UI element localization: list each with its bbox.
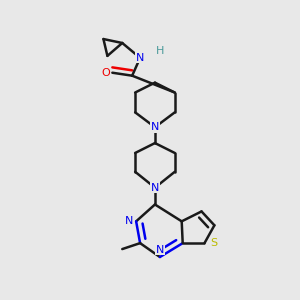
Text: N: N — [151, 122, 159, 132]
Text: N: N — [136, 53, 144, 63]
Text: S: S — [210, 238, 217, 248]
Text: N: N — [124, 216, 133, 226]
Text: O: O — [101, 68, 110, 78]
Text: N: N — [151, 183, 159, 193]
Text: N: N — [156, 244, 164, 255]
Text: H: H — [156, 46, 164, 56]
